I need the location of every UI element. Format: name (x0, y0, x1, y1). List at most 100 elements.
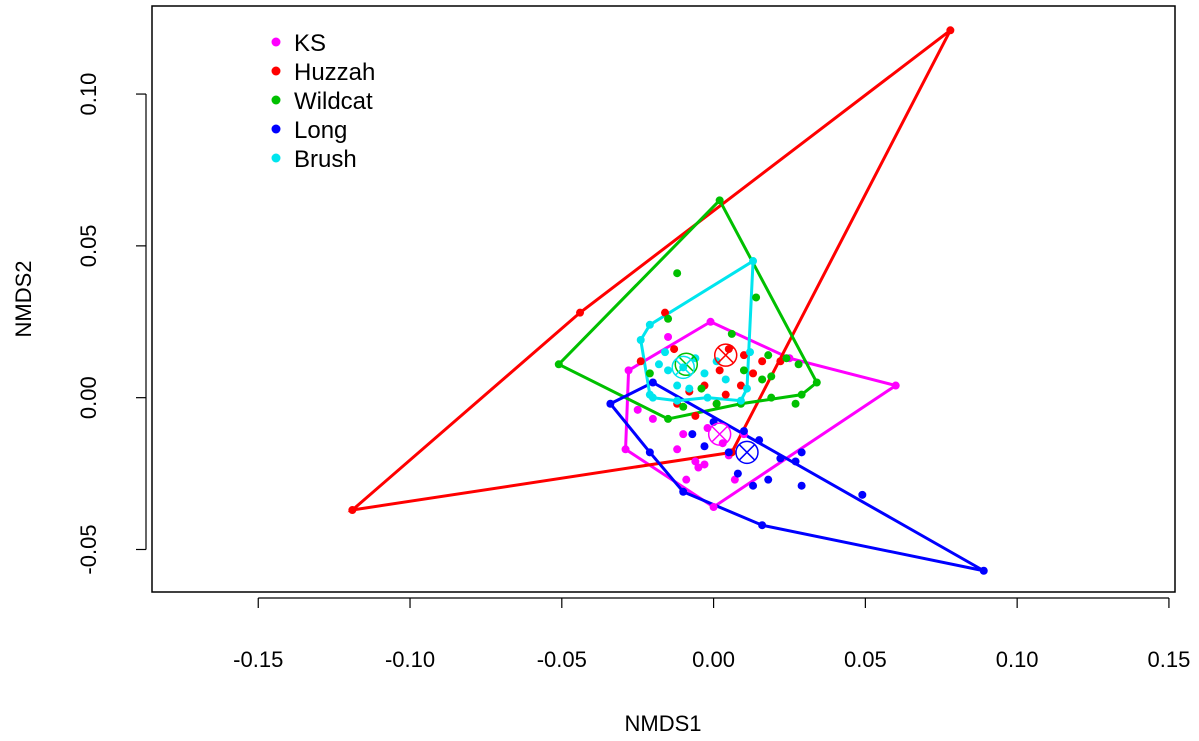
point-brush (645, 320, 654, 329)
point-wildcat (767, 372, 776, 381)
point-wildcat (679, 402, 688, 411)
point-wildcat (764, 351, 773, 360)
point-long (606, 399, 615, 408)
x-tick-label: -0.05 (537, 647, 587, 672)
point-huzzah (776, 357, 785, 366)
point-ks (730, 475, 739, 484)
point-layer (348, 26, 988, 575)
point-wildcat (812, 378, 821, 387)
point-ks (633, 405, 642, 414)
point-brush (736, 396, 745, 405)
point-brush (673, 381, 682, 390)
point-huzzah (691, 411, 700, 420)
point-huzzah (576, 308, 585, 317)
point-long (724, 448, 733, 457)
point-wildcat (664, 414, 673, 423)
point-huzzah (721, 390, 730, 399)
point-long (758, 521, 767, 530)
point-long (733, 469, 742, 478)
point-ks (624, 366, 633, 375)
point-huzzah (715, 366, 724, 375)
legend-label-wildcat: Wildcat (294, 88, 373, 115)
point-ks (706, 317, 715, 326)
point-ks (682, 475, 691, 484)
point-brush (742, 384, 751, 393)
point-brush (636, 335, 645, 344)
point-huzzah (758, 357, 767, 366)
y-axis: -0.05 0.00 0.05 0.10 (76, 73, 147, 575)
point-wildcat (712, 399, 721, 408)
point-ks (691, 457, 700, 466)
point-brush (700, 369, 709, 378)
legend-marker-huzzah (271, 66, 281, 76)
point-wildcat (715, 196, 724, 205)
centroid-long (735, 440, 759, 465)
hull-brush (639, 258, 755, 403)
point-brush (749, 257, 758, 266)
point-huzzah (739, 351, 748, 360)
point-long (688, 430, 697, 439)
centroid-layer (671, 343, 759, 465)
point-huzzah (736, 381, 745, 390)
point-ks (679, 430, 688, 439)
x-tick-label: -0.15 (233, 647, 283, 672)
point-long (858, 490, 867, 499)
point-huzzah (946, 26, 955, 35)
y-tick-label: 0.05 (76, 224, 101, 267)
point-long (755, 436, 764, 445)
legend-marker-wildcat (271, 95, 281, 105)
x-tick-label: 0.15 (1148, 647, 1191, 672)
point-long (679, 487, 688, 496)
legend-marker-ks (271, 37, 281, 47)
point-wildcat (727, 329, 736, 338)
point-long (797, 448, 806, 457)
legend-label-long: Long (294, 117, 347, 144)
point-brush (661, 348, 670, 357)
x-axis-title: NMDS1 (624, 711, 701, 736)
point-wildcat (797, 390, 806, 399)
point-long (739, 427, 748, 436)
point-brush (685, 384, 694, 393)
point-ks (664, 332, 673, 341)
x-tick-label: 0.05 (844, 647, 887, 672)
point-wildcat (767, 393, 776, 402)
y-tick-label: -0.05 (76, 524, 101, 574)
x-tick-label: 0.10 (996, 647, 1039, 672)
x-tick-label: -0.10 (385, 647, 435, 672)
point-wildcat (664, 314, 673, 323)
point-huzzah (348, 506, 357, 515)
point-long (749, 481, 758, 490)
point-huzzah (661, 308, 670, 317)
point-long (700, 442, 709, 451)
point-long (645, 448, 654, 457)
legend-label-ks: KS (294, 30, 326, 57)
point-huzzah (636, 357, 645, 366)
y-tick-label: 0.00 (76, 376, 101, 419)
point-brush (746, 348, 755, 357)
point-wildcat (758, 375, 767, 384)
point-ks (621, 445, 630, 454)
point-long (764, 475, 773, 484)
legend-marker-brush (271, 153, 281, 163)
point-wildcat (697, 384, 706, 393)
centroid-brush (671, 355, 695, 380)
plot-frame (151, 5, 1176, 593)
hull-layer (347, 29, 985, 573)
point-wildcat (645, 369, 654, 378)
point-long (797, 481, 806, 490)
point-brush (648, 393, 657, 402)
point-wildcat (794, 360, 803, 369)
y-tick-label: 0.10 (76, 73, 101, 116)
point-long (776, 454, 785, 463)
point-ks (891, 381, 900, 390)
point-long (648, 378, 657, 387)
x-tick-label: 0.00 (692, 647, 735, 672)
point-wildcat (791, 399, 800, 408)
point-wildcat (782, 354, 791, 363)
point-long (791, 457, 800, 466)
point-brush (721, 375, 730, 384)
point-ks (648, 414, 657, 423)
point-ks (709, 502, 718, 511)
y-axis-title: NMDS2 (11, 260, 36, 337)
point-brush (703, 393, 712, 402)
